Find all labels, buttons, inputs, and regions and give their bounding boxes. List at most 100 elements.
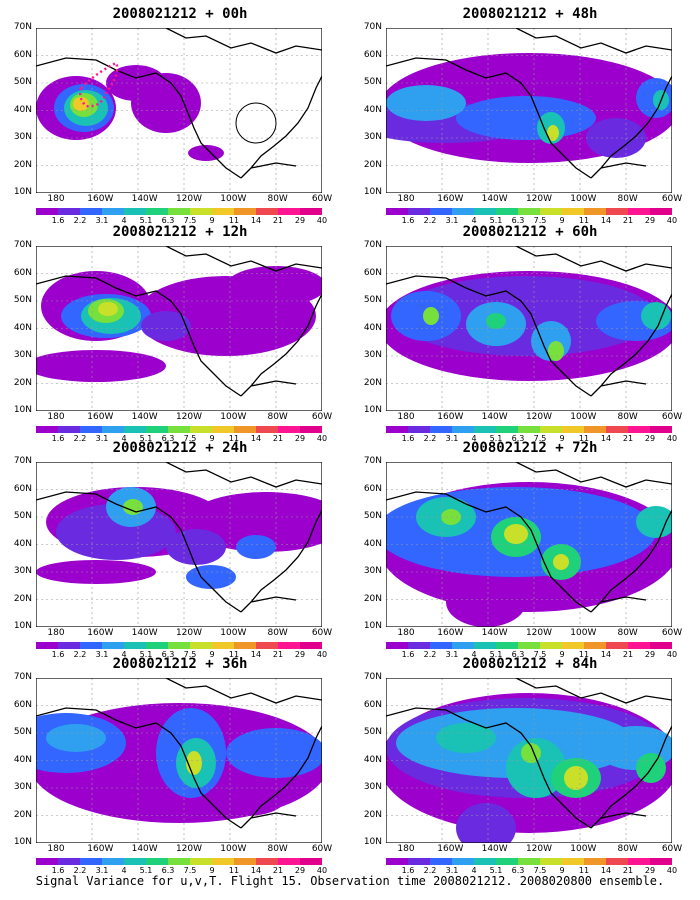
lat-tick-label: 60N	[363, 49, 382, 60]
colorbar-swatch	[562, 208, 584, 215]
lat-tick-label: 60N	[13, 483, 32, 494]
coastline	[386, 491, 592, 613]
colorbar-label: 9	[209, 216, 215, 225]
lon-tick-label: 160W	[87, 412, 114, 422]
lon-tick-label: 120W	[525, 628, 553, 638]
lat-tick-label: 60N	[363, 483, 382, 494]
colorbar-swatch	[408, 208, 430, 215]
colorbar-label: 11	[228, 216, 240, 225]
lat-tick-label: 10N	[13, 187, 32, 197]
lon-tick-label: 60W	[311, 844, 333, 854]
lon-tick-label: 80W	[267, 194, 288, 204]
variance-contour	[547, 125, 559, 141]
variance-contour	[141, 311, 191, 341]
colorbar-swatch	[212, 208, 234, 215]
variance-contour	[166, 529, 226, 565]
lon-tick-label: 60W	[661, 194, 683, 204]
colorbar-label: 7.5	[533, 216, 547, 225]
colorbar-swatch	[80, 858, 102, 865]
lon-tick-label: 60W	[311, 628, 333, 638]
forecast-panel: 2008021212 + 84h 70N 60N 50N 40N 30N 20N 10N 180…	[364, 656, 682, 875]
lat-tick-label: 70N	[363, 240, 382, 250]
coastline	[240, 75, 322, 179]
colorbar	[36, 426, 322, 433]
lon-tick-label: 180	[397, 844, 415, 854]
variance-contour	[456, 803, 516, 843]
lat-tick-label: 40N	[13, 754, 32, 765]
colorbar-swatch	[190, 642, 212, 649]
colorbar-label: 2.2	[423, 650, 437, 659]
colorbar-swatch	[190, 858, 212, 865]
colorbar-label: 7.5	[533, 866, 547, 875]
colorbar-label: 3.1	[95, 216, 109, 225]
lon-tick-label: 60W	[311, 194, 333, 204]
colorbar-swatch	[146, 642, 168, 649]
lat-tick-label: 70N	[363, 22, 382, 32]
colorbar-swatch	[386, 858, 408, 865]
panel-title: 2008021212 + 24h	[112, 440, 248, 456]
lon-tick-label: 160W	[437, 412, 464, 422]
lat-tick-label: 10N	[13, 837, 32, 847]
colorbar-swatch	[606, 858, 628, 865]
colorbar-label: 4	[471, 866, 477, 875]
colorbar-swatch	[168, 642, 190, 649]
variance-contour	[641, 302, 671, 330]
colorbar-label: 14	[250, 216, 262, 225]
lon-tick-label: 80W	[267, 412, 288, 422]
variance-contour	[206, 780, 286, 816]
variance-contour	[123, 499, 143, 515]
colorbar-swatch	[278, 426, 300, 433]
coastline	[240, 509, 322, 613]
colorbar-label: 21	[622, 434, 634, 443]
colorbar-label: 40	[316, 650, 328, 659]
colorbar-swatch	[300, 426, 322, 433]
coastline	[165, 462, 322, 488]
figure-caption: Signal Variance for u,v,T. Flight 15. Ob…	[35, 874, 665, 888]
colorbar-swatch	[234, 642, 256, 649]
coastline	[590, 725, 672, 829]
colorbar-swatch	[168, 858, 190, 865]
colorbar-label: 40	[666, 650, 678, 659]
coastline	[250, 812, 297, 819]
colorbar-label: 14	[600, 216, 612, 225]
flight-track	[78, 61, 119, 108]
colorbar-swatch	[58, 426, 80, 433]
colorbar-label: 4	[471, 216, 477, 225]
colorbar-label: 40	[666, 216, 678, 225]
lon-tick-label: 60W	[661, 412, 683, 422]
colorbar-swatch	[430, 642, 452, 649]
colorbar-label: 1.6	[51, 866, 65, 875]
variance-contour	[226, 728, 322, 778]
lat-tick-label: 50N	[13, 295, 32, 305]
coastline	[250, 162, 297, 169]
coastline	[600, 380, 647, 387]
panel-title: 2008021212 + 00h	[112, 6, 248, 22]
colorbar-label: 7.5	[183, 650, 197, 659]
colorbar-label: 2.2	[423, 434, 437, 443]
variance-contour	[98, 302, 118, 316]
coastline	[36, 491, 242, 613]
colorbar-swatch	[80, 426, 102, 433]
colorbar-swatch	[606, 642, 628, 649]
coastline	[36, 57, 242, 179]
colorbar-label: 3.1	[445, 650, 459, 659]
colorbar-swatch	[408, 642, 430, 649]
forecast-panel: 2008021212 + 36h 70N 60N 50N 40N 30N 20N 10N 180…	[14, 656, 332, 875]
colorbar-label: 1.6	[51, 434, 65, 443]
coastline	[165, 678, 322, 704]
colorbar-swatch	[650, 208, 672, 215]
colorbar-swatch	[584, 858, 606, 865]
colorbar-label: 1.6	[401, 434, 415, 443]
colorbar-label: 40	[316, 866, 328, 875]
lon-tick-label: 80W	[617, 844, 638, 854]
colorbar-label: 6.3	[511, 650, 525, 659]
lon-tick-label: 140W	[481, 844, 508, 854]
colorbar-swatch	[540, 858, 562, 865]
colorbar-label: 5.1	[139, 216, 153, 225]
lon-tick-label: 80W	[617, 412, 638, 422]
colorbar-swatch	[300, 858, 322, 865]
lon-tick-label: 160W	[87, 194, 114, 204]
panel-title: 2008021212 + 48h	[462, 6, 598, 22]
colorbar-swatch	[36, 426, 58, 433]
lat-tick-label: 10N	[363, 621, 382, 631]
